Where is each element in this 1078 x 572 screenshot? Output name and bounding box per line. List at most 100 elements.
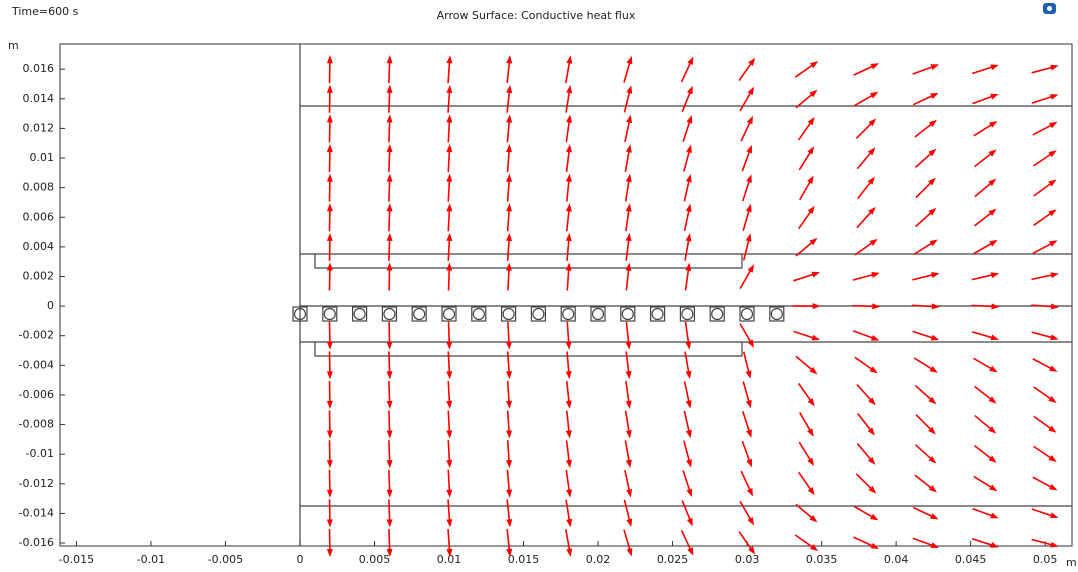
arrow-shaft xyxy=(795,92,815,109)
arrow-head xyxy=(1048,179,1057,187)
arrow-head xyxy=(625,144,632,153)
arrow xyxy=(681,85,693,113)
arrow-head xyxy=(685,203,692,213)
arrow-shaft xyxy=(741,178,751,202)
arrow-head xyxy=(747,264,755,273)
arrow-head xyxy=(1048,455,1057,463)
arrow-head xyxy=(446,430,453,439)
arrow-head xyxy=(685,173,692,183)
arrow-shaft xyxy=(565,529,571,553)
arrow-shaft xyxy=(853,93,875,107)
arrow xyxy=(506,55,513,84)
arrow xyxy=(684,321,692,350)
arrow xyxy=(506,499,513,528)
arrow-head xyxy=(326,430,333,439)
logo[interactable] xyxy=(1043,3,1056,14)
arrow xyxy=(739,500,755,526)
arrow-head xyxy=(506,459,513,469)
x-tick-label: 0.015 xyxy=(508,553,540,566)
arrow xyxy=(798,116,815,141)
arrow xyxy=(853,91,879,107)
arrow-shaft xyxy=(447,119,451,143)
arrow-head xyxy=(446,84,453,94)
tube xyxy=(711,307,724,321)
x-tick-label: 0.02 xyxy=(586,553,611,566)
arrow-head xyxy=(1048,425,1057,433)
arrow-head xyxy=(989,239,998,247)
tube-box xyxy=(352,306,368,322)
arrow-shaft xyxy=(1031,95,1054,104)
arrow xyxy=(741,411,752,438)
arrow xyxy=(565,380,572,409)
arrow xyxy=(446,262,453,291)
arrow-head xyxy=(867,427,875,436)
arrow-shaft xyxy=(624,178,631,202)
tube-box xyxy=(649,306,666,322)
arrow-shaft xyxy=(565,410,570,434)
arrow xyxy=(740,470,754,497)
arrow-shaft xyxy=(566,237,570,261)
arrow-head xyxy=(326,519,333,528)
arrow xyxy=(326,469,333,498)
arrow-shaft xyxy=(447,351,451,375)
arrow xyxy=(326,410,333,439)
arrow-head xyxy=(747,86,755,96)
arrow-shaft xyxy=(974,151,994,168)
arrow xyxy=(852,330,880,341)
arrow xyxy=(506,114,513,143)
arrow xyxy=(326,321,333,350)
arrow-shaft xyxy=(1032,476,1054,489)
arrow-head xyxy=(686,488,693,498)
arrow-shaft xyxy=(739,323,753,344)
arrow-shaft xyxy=(565,208,570,232)
arrow-shaft xyxy=(911,304,935,308)
arrow xyxy=(623,499,633,528)
arrow xyxy=(1031,64,1059,74)
arrow xyxy=(446,173,453,202)
tube-row xyxy=(292,306,785,322)
arrow-head xyxy=(685,233,692,242)
arrow-head xyxy=(686,459,692,468)
arrow xyxy=(974,444,997,463)
arrow xyxy=(1031,303,1060,310)
arrow-head xyxy=(326,203,333,212)
arrow-head xyxy=(928,455,937,464)
arrow-head xyxy=(326,232,333,241)
arrow-head xyxy=(566,518,573,528)
arrow-shaft xyxy=(388,60,391,84)
arrow-shaft xyxy=(506,60,511,84)
arrow xyxy=(742,351,752,379)
arrow xyxy=(565,440,572,469)
arrow xyxy=(326,499,333,528)
arrow xyxy=(798,441,815,467)
arrow-head xyxy=(565,262,572,271)
arrow-shaft xyxy=(566,267,570,291)
arrow xyxy=(446,410,453,439)
arrow-head xyxy=(326,400,333,409)
arrow-shaft xyxy=(625,380,630,404)
arrow-shaft xyxy=(388,237,391,261)
arrow-head xyxy=(326,84,333,93)
arrow xyxy=(565,499,573,528)
arrow-head xyxy=(928,426,936,435)
arrow-head xyxy=(811,271,821,278)
arrow-head xyxy=(807,398,815,407)
arrow xyxy=(914,207,937,228)
arrow-head xyxy=(931,303,940,310)
arrow xyxy=(386,114,393,143)
arrow-shaft xyxy=(1032,241,1054,255)
arrow xyxy=(915,177,936,199)
arrow xyxy=(912,92,939,106)
arrow xyxy=(914,474,937,493)
arrow-shaft xyxy=(623,499,631,523)
arrow xyxy=(971,303,1000,310)
arrow-shaft xyxy=(506,469,511,493)
arrow-shaft xyxy=(914,474,934,490)
arrow xyxy=(856,147,876,170)
arrow-head xyxy=(566,548,573,557)
arrow-head xyxy=(506,144,513,153)
arrow-shaft xyxy=(853,505,875,519)
arrow-shaft xyxy=(1033,445,1054,460)
y-tick-label: -0.002 xyxy=(19,329,54,342)
arrow-head xyxy=(386,173,393,182)
